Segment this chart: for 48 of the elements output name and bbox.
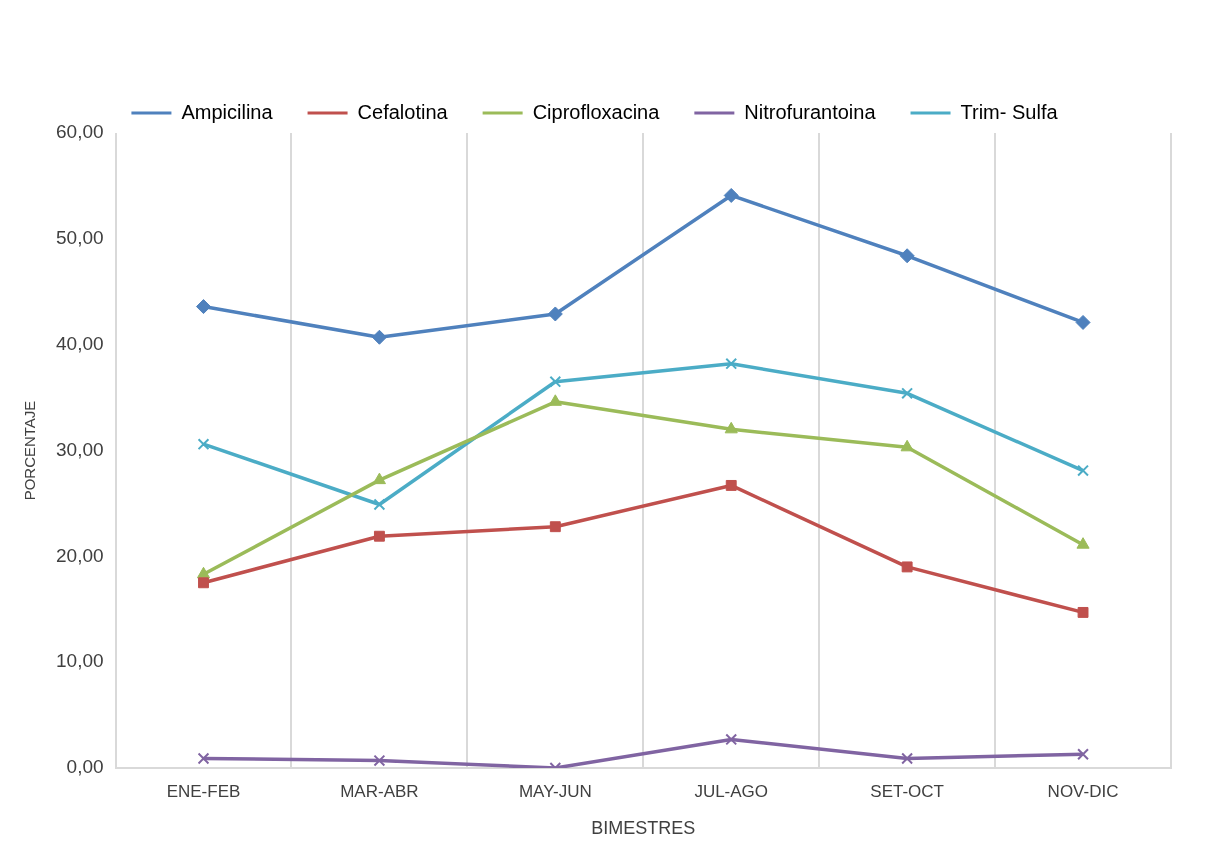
point	[725, 357, 738, 370]
point	[549, 375, 562, 388]
legend-label: Cefalotina	[357, 100, 449, 123]
legend-label: Ciprofloxacina	[532, 100, 661, 123]
x-tick-label: JUL-AGO	[694, 781, 769, 801]
point	[725, 733, 738, 746]
point	[373, 498, 386, 511]
x-tick-label: ENE-FEB	[166, 781, 241, 801]
point	[373, 530, 385, 542]
point	[547, 306, 563, 322]
y-tick-label: 30,00	[56, 438, 104, 460]
point	[724, 421, 738, 434]
point	[549, 521, 561, 533]
y-axis-title: PORCENTAJE	[21, 400, 39, 501]
point	[198, 577, 209, 589]
x-tick-label: MAY-JUN	[518, 781, 592, 801]
point	[1076, 537, 1090, 549]
legend-label: Ampicilina	[181, 100, 274, 123]
legend-label: Nitrofurantoina	[744, 100, 877, 123]
point	[901, 561, 913, 573]
x-tick-label: SET-OCT	[870, 781, 944, 801]
x-axis-title: BIMESTRES	[591, 818, 696, 839]
point	[1077, 748, 1089, 761]
legend-label: Trim- Sulfa	[960, 100, 1059, 123]
y-tick-label: 20,00	[56, 544, 104, 566]
point	[725, 479, 737, 491]
y-tick-label: 60,00	[56, 121, 104, 143]
point	[901, 752, 914, 765]
y-tick-label: 50,00	[56, 227, 104, 249]
point	[723, 187, 739, 203]
x-tick-label: MAR-ABR	[340, 781, 419, 801]
point	[900, 439, 914, 452]
point	[372, 472, 386, 485]
point	[1077, 606, 1089, 618]
point	[1075, 314, 1091, 330]
point	[197, 438, 210, 451]
point	[901, 387, 914, 400]
point	[371, 329, 387, 345]
point	[899, 248, 915, 264]
y-tick-label: 0,00	[66, 756, 104, 778]
point	[1077, 464, 1089, 477]
x-tick-label: NOV-DIC	[1047, 781, 1119, 801]
y-tick-label: 10,00	[56, 650, 104, 672]
point	[548, 394, 562, 406]
point	[373, 754, 386, 767]
y-tick-label: 40,00	[56, 332, 104, 354]
point	[196, 299, 211, 315]
point	[197, 752, 210, 765]
